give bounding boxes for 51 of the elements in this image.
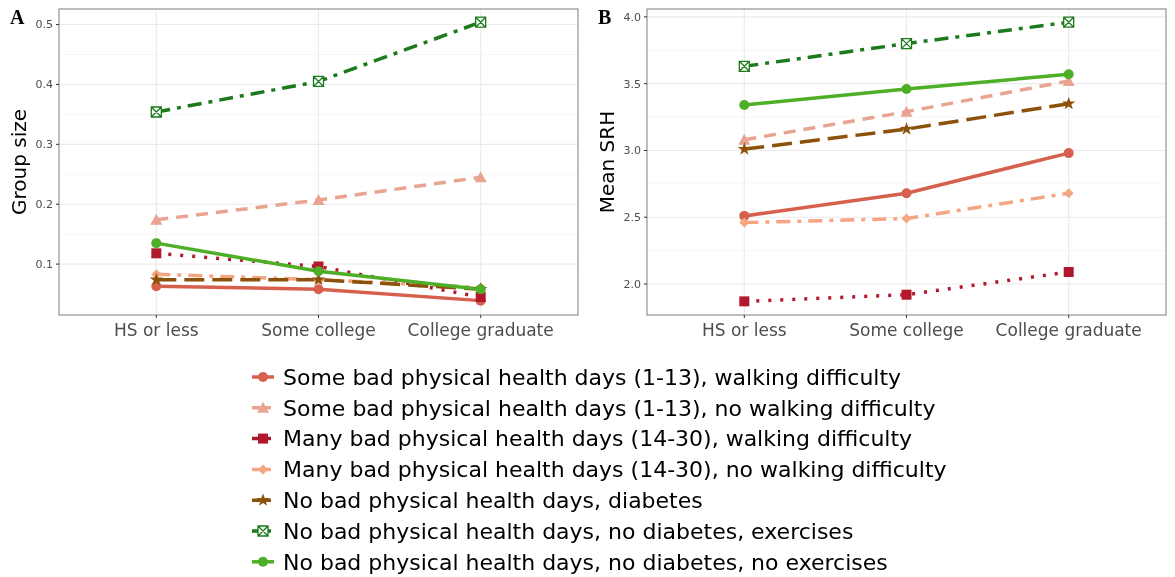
point [901,289,912,300]
x-tick-label: HS or less [701,320,787,340]
point [150,213,163,225]
y-tick-label: 0.4 [35,78,53,92]
point [150,106,162,118]
legend-label: Some bad physical health days (1-13), walking difficulty [283,364,902,390]
point [312,194,325,206]
point [474,171,487,183]
point [1063,69,1074,80]
legend-label: No bad physical health days, no diabetes, exercises [283,518,854,544]
legend-label: Some bad physical health days (1-13), no walking difficulty [283,395,936,421]
y-tick-label: 0.1 [35,257,53,271]
y-tick-label: 3.5 [623,77,641,91]
chart-title: B [598,6,612,28]
y-tick-label: 0.3 [35,138,53,152]
point [313,266,324,277]
x-tick-label: College graduate [407,320,554,340]
y-tick-label: 0.5 [35,18,53,32]
point [739,296,750,307]
point [739,100,750,111]
point [313,284,324,295]
y-axis-title: Mean SRH [595,110,619,214]
x-tick-label: College graduate [995,320,1142,340]
point [737,142,751,155]
point [151,238,162,249]
x-tick-label: Some college [849,320,964,340]
point [901,84,912,95]
y-tick-label: 3.0 [623,144,641,158]
y-tick-label: 2.5 [623,211,641,225]
x-tick-label: Some college [261,320,376,340]
legend-label: No bad physical health days, diabetes [283,487,703,513]
chart-title: A [10,6,25,28]
point [738,133,751,145]
y-tick-label: 4.0 [623,10,641,24]
x-tick-label: HS or less [113,320,199,340]
point [1063,266,1074,277]
point [900,105,913,117]
legend-label: Many bad physical health days (14-30), walking difficulty [283,426,913,452]
point [901,213,912,224]
legend-label: Many bad physical health days (14-30), no walking difficulty [283,457,947,483]
point [901,188,912,199]
point [149,272,163,286]
y-tick-label: 0.2 [35,198,53,212]
point [1063,188,1074,199]
legend-label: No bad physical health days, no diabetes, no exercises [283,549,888,575]
y-axis-title: Group size [7,108,31,216]
point [899,122,914,135]
point [1063,148,1074,159]
y-tick-label: 2.0 [623,277,641,291]
point [1062,96,1076,110]
point [151,248,162,259]
